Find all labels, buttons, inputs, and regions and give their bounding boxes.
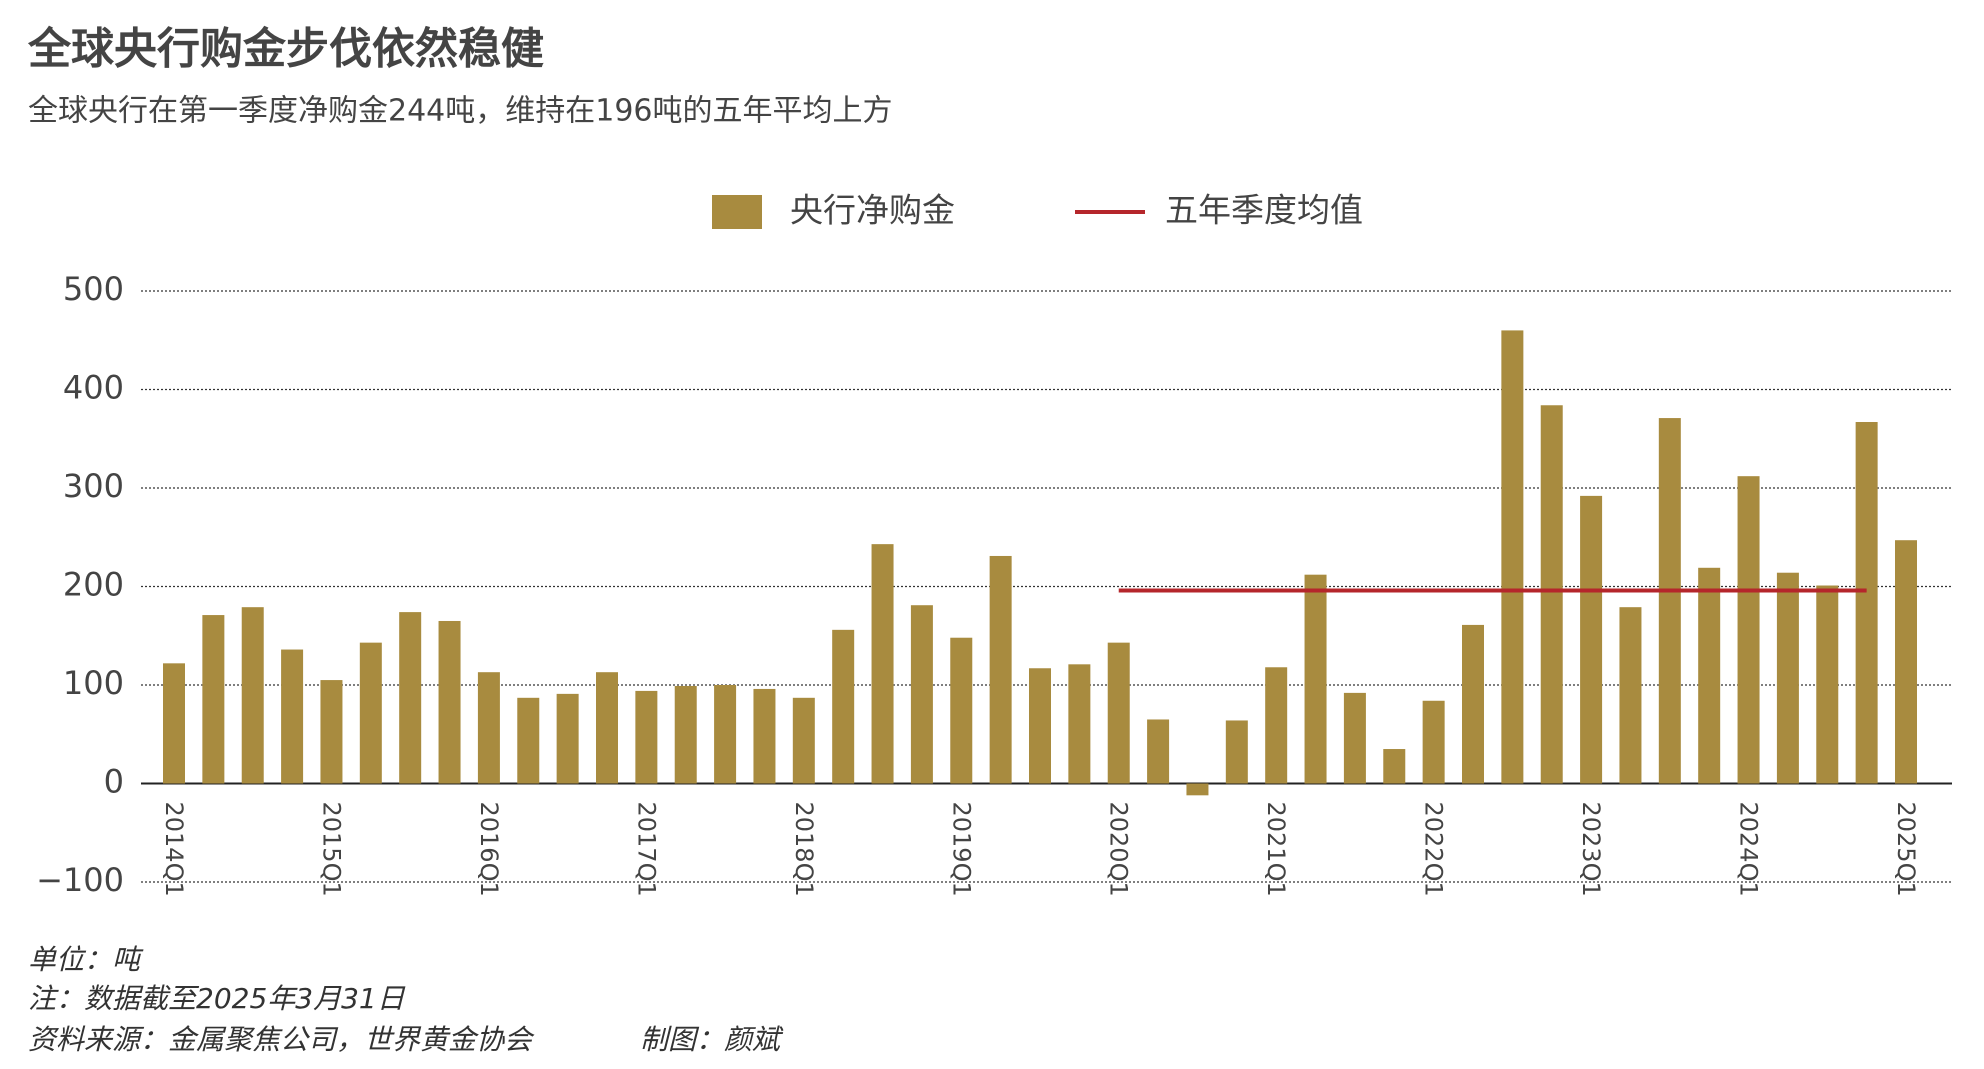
bar bbox=[202, 615, 225, 784]
bar bbox=[792, 697, 815, 784]
x-tick-label: 2019Q1 bbox=[947, 802, 975, 897]
legend-label: 央行净购金 bbox=[790, 191, 955, 230]
bar bbox=[1265, 667, 1288, 784]
y-tick-label: 0 bbox=[104, 763, 124, 801]
bar bbox=[910, 605, 933, 784]
y-tick-label: 300 bbox=[63, 467, 124, 505]
x-tick-label: 2015Q1 bbox=[317, 802, 345, 897]
y-tick-label: −100 bbox=[36, 861, 124, 899]
bar bbox=[1462, 624, 1484, 784]
x-tick-label: 2020Q1 bbox=[1105, 802, 1133, 897]
bar bbox=[1698, 567, 1721, 784]
bar bbox=[1816, 585, 1839, 784]
bar bbox=[1147, 719, 1170, 784]
bar bbox=[871, 544, 894, 784]
bar bbox=[714, 685, 737, 784]
bar bbox=[1619, 607, 1642, 784]
x-tick-label: 2018Q1 bbox=[790, 802, 818, 897]
bar bbox=[1501, 330, 1524, 784]
bar bbox=[359, 642, 382, 784]
bar bbox=[477, 672, 500, 784]
bar bbox=[399, 612, 422, 784]
bar bbox=[832, 629, 855, 784]
bar bbox=[1304, 574, 1327, 784]
x-tick-label: 2021Q1 bbox=[1262, 802, 1290, 897]
footnote: 注：数据截至2025年3月31日 bbox=[28, 982, 406, 1015]
y-tick-label: 100 bbox=[63, 664, 124, 702]
bar bbox=[1029, 668, 1051, 784]
x-tick-label: 2017Q1 bbox=[632, 802, 660, 897]
bar bbox=[1855, 422, 1878, 784]
bar bbox=[241, 607, 264, 784]
bar bbox=[1658, 418, 1681, 784]
x-tick-label: 2024Q1 bbox=[1735, 802, 1763, 897]
x-tick-label: 2025Q1 bbox=[1892, 802, 1920, 897]
bar bbox=[1540, 405, 1563, 784]
bar bbox=[1225, 720, 1248, 784]
bar bbox=[753, 688, 776, 784]
footnote: 单位：吨 bbox=[28, 943, 144, 976]
bar bbox=[1068, 664, 1091, 784]
bar bbox=[281, 649, 304, 784]
bar bbox=[163, 663, 185, 784]
bar bbox=[1580, 495, 1603, 784]
footnote: 制图：颜斌 bbox=[640, 1023, 784, 1056]
footnote: 资料来源：金属聚焦公司，世界黄金协会 bbox=[28, 1023, 535, 1056]
x-tick-label: 2016Q1 bbox=[475, 802, 503, 897]
chart-title: 全球央行购金步伐依然稳健 bbox=[27, 25, 544, 75]
bar bbox=[438, 620, 461, 784]
bar bbox=[1895, 540, 1917, 784]
bar bbox=[1186, 783, 1209, 796]
bar bbox=[596, 672, 618, 784]
x-tick-label: 2022Q1 bbox=[1420, 802, 1448, 897]
bar bbox=[320, 680, 343, 784]
bar bbox=[1107, 642, 1130, 784]
y-tick-label: 400 bbox=[63, 369, 124, 407]
bar bbox=[1343, 692, 1366, 784]
bar bbox=[517, 697, 540, 784]
bar bbox=[1422, 700, 1445, 784]
legend-swatch bbox=[712, 195, 762, 229]
bar bbox=[1383, 749, 1406, 784]
legend-label: 五年季度均值 bbox=[1165, 191, 1363, 230]
bar bbox=[1737, 476, 1760, 784]
y-tick-label: 500 bbox=[63, 270, 124, 308]
bar bbox=[556, 693, 579, 784]
bar bbox=[1776, 572, 1799, 784]
bar bbox=[989, 555, 1012, 784]
chart-subtitle: 全球央行在第一季度净购金244吨，维持在196吨的五年平均上方 bbox=[28, 94, 893, 129]
x-tick-label: 2023Q1 bbox=[1577, 802, 1605, 897]
bar bbox=[674, 685, 697, 784]
bar bbox=[635, 690, 658, 784]
x-tick-label: 2014Q1 bbox=[160, 802, 188, 897]
bar bbox=[950, 637, 973, 784]
y-tick-label: 200 bbox=[63, 566, 124, 604]
